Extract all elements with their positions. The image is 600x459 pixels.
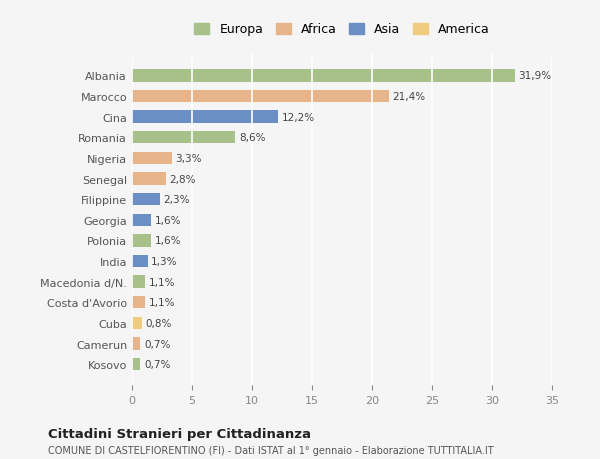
Text: 31,9%: 31,9% [518, 71, 551, 81]
Text: 8,6%: 8,6% [239, 133, 265, 143]
Bar [132, 70, 515, 83]
Text: 0,7%: 0,7% [144, 339, 170, 349]
Bar [132, 194, 160, 206]
Bar [132, 297, 145, 309]
Legend: Europa, Africa, Asia, America: Europa, Africa, Asia, America [190, 18, 494, 41]
Bar [132, 214, 151, 226]
Text: Cittadini Stranieri per Cittadinanza: Cittadini Stranieri per Cittadinanza [48, 427, 311, 440]
Text: 3,3%: 3,3% [175, 154, 202, 163]
Bar [132, 91, 389, 103]
Bar [132, 338, 140, 350]
Bar [132, 173, 166, 185]
Text: COMUNE DI CASTELFIORENTINO (FI) - Dati ISTAT al 1° gennaio - Elaborazione TUTTIT: COMUNE DI CASTELFIORENTINO (FI) - Dati I… [48, 445, 494, 455]
Bar [132, 317, 142, 330]
Text: 0,7%: 0,7% [144, 359, 170, 369]
Bar [132, 132, 235, 144]
Bar [132, 255, 148, 268]
Text: 1,6%: 1,6% [155, 215, 181, 225]
Bar [132, 276, 145, 288]
Text: 0,8%: 0,8% [145, 318, 172, 328]
Text: 2,3%: 2,3% [163, 195, 190, 205]
Bar [132, 152, 172, 165]
Bar [132, 235, 151, 247]
Text: 1,1%: 1,1% [149, 277, 175, 287]
Text: 1,3%: 1,3% [151, 257, 178, 267]
Bar [132, 358, 140, 370]
Text: 2,8%: 2,8% [169, 174, 196, 184]
Text: 12,2%: 12,2% [282, 112, 315, 123]
Text: 1,1%: 1,1% [149, 297, 175, 308]
Bar [132, 111, 278, 123]
Text: 1,6%: 1,6% [155, 236, 181, 246]
Text: 21,4%: 21,4% [392, 92, 425, 102]
